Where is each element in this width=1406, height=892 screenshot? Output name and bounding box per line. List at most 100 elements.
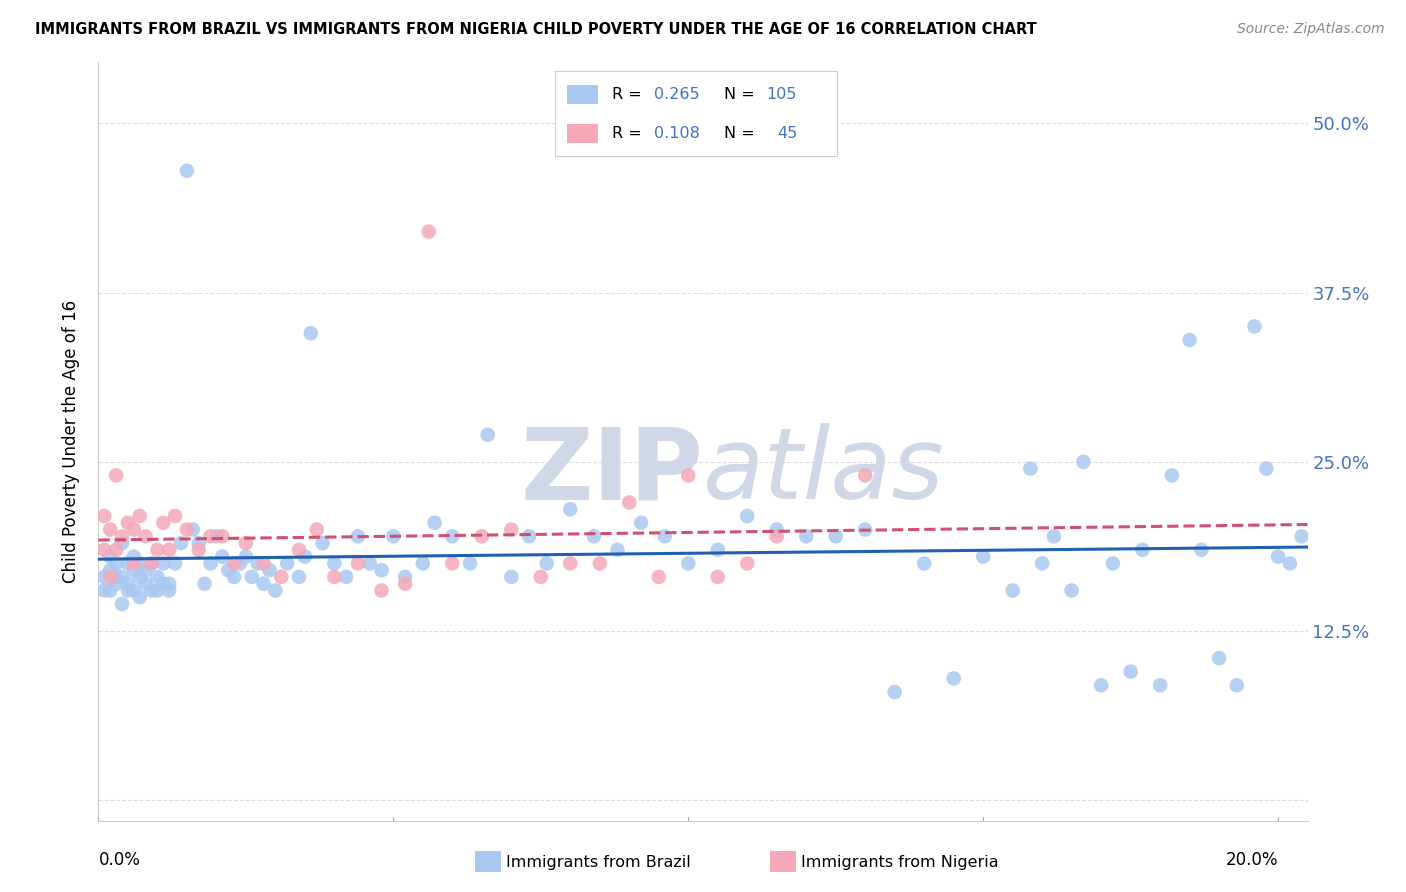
Point xyxy=(146,542,169,557)
Point xyxy=(606,542,628,557)
Point xyxy=(972,549,994,564)
Point xyxy=(111,536,134,550)
Point xyxy=(229,557,252,571)
Point xyxy=(176,523,198,537)
Point xyxy=(135,563,157,577)
Point xyxy=(1178,333,1201,347)
Point xyxy=(252,557,274,571)
Point xyxy=(252,576,274,591)
Point xyxy=(141,557,163,571)
Point xyxy=(117,576,139,591)
Point xyxy=(93,542,115,557)
Point xyxy=(359,557,381,571)
Point xyxy=(294,549,316,564)
Point xyxy=(560,502,582,516)
Point xyxy=(1291,529,1313,543)
Point xyxy=(1226,678,1249,692)
Point xyxy=(211,549,233,564)
Point xyxy=(93,508,115,523)
Point xyxy=(141,557,163,571)
Point xyxy=(942,672,965,686)
Point xyxy=(706,570,728,584)
Point xyxy=(98,583,121,598)
Point xyxy=(382,529,405,543)
Point xyxy=(170,536,193,550)
Point xyxy=(122,583,145,598)
Point xyxy=(146,570,169,584)
Point xyxy=(122,549,145,564)
Point xyxy=(264,583,287,598)
Point xyxy=(501,523,523,537)
Point xyxy=(105,576,128,591)
Point xyxy=(157,583,180,598)
Point xyxy=(1119,665,1142,679)
Point xyxy=(678,468,700,483)
Point xyxy=(678,557,700,571)
Point xyxy=(370,583,392,598)
Point xyxy=(394,570,416,584)
Point xyxy=(205,529,228,543)
Point xyxy=(347,529,370,543)
Point xyxy=(187,536,209,550)
Point xyxy=(654,529,676,543)
Point xyxy=(222,570,245,584)
Point xyxy=(423,516,446,530)
Point xyxy=(471,529,494,543)
Point xyxy=(1132,542,1154,557)
Point xyxy=(1149,678,1171,692)
Point xyxy=(1243,319,1265,334)
Point xyxy=(912,557,935,571)
Point xyxy=(128,508,150,523)
Text: 0.108: 0.108 xyxy=(654,126,700,141)
Point xyxy=(458,557,481,571)
Point xyxy=(98,563,121,577)
Point xyxy=(323,557,346,571)
Point xyxy=(152,557,174,571)
Bar xyxy=(567,85,598,103)
Text: R =: R = xyxy=(612,126,641,141)
Text: 0.0%: 0.0% xyxy=(98,851,141,869)
Point xyxy=(128,570,150,584)
Point xyxy=(111,529,134,543)
Text: IMMIGRANTS FROM BRAZIL VS IMMIGRANTS FROM NIGERIA CHILD POVERTY UNDER THE AGE OF: IMMIGRANTS FROM BRAZIL VS IMMIGRANTS FRO… xyxy=(35,22,1036,37)
Point xyxy=(270,570,292,584)
Y-axis label: Child Poverty Under the Age of 16: Child Poverty Under the Age of 16 xyxy=(62,300,80,583)
Text: Source: ZipAtlas.com: Source: ZipAtlas.com xyxy=(1237,22,1385,37)
Point xyxy=(794,529,817,543)
Point xyxy=(589,557,612,571)
Point xyxy=(1102,557,1125,571)
Point xyxy=(200,529,222,543)
Point xyxy=(128,557,150,571)
Point xyxy=(853,523,876,537)
Point xyxy=(530,570,553,584)
Text: 45: 45 xyxy=(778,126,797,141)
Point xyxy=(1189,542,1212,557)
Point xyxy=(394,576,416,591)
Point xyxy=(1090,678,1112,692)
Point xyxy=(93,583,115,598)
Point xyxy=(1073,455,1095,469)
Point xyxy=(93,570,115,584)
Point xyxy=(883,685,905,699)
Point xyxy=(560,557,582,571)
Point xyxy=(765,523,787,537)
Point xyxy=(1256,461,1278,475)
Point xyxy=(370,563,392,577)
Point xyxy=(122,557,145,571)
Point xyxy=(187,542,209,557)
Point xyxy=(217,563,239,577)
Point xyxy=(441,557,464,571)
Point xyxy=(477,427,499,442)
Point xyxy=(582,529,605,543)
Point xyxy=(299,326,322,341)
Point xyxy=(276,557,298,571)
Point xyxy=(648,570,671,584)
Point xyxy=(98,549,121,564)
Point xyxy=(111,597,134,611)
Text: 20.0%: 20.0% xyxy=(1226,851,1278,869)
Point xyxy=(536,557,558,571)
Point xyxy=(288,542,311,557)
Point xyxy=(98,570,121,584)
Point xyxy=(1161,468,1184,483)
Point xyxy=(1043,529,1066,543)
